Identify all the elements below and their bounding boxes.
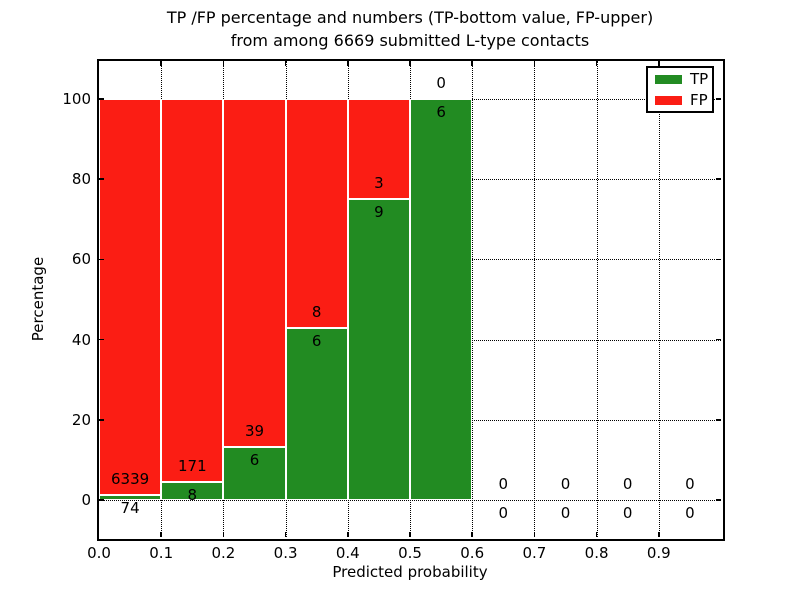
x-tick-mark — [347, 532, 349, 537]
x-tick-label: 0.0 — [87, 544, 111, 562]
tp-count-label: 0 — [622, 504, 633, 522]
x-tick-mark — [471, 532, 473, 537]
tp-bar-segment — [99, 495, 162, 500]
tp-legend-label: TP — [690, 70, 709, 88]
tp-count-label: 0 — [498, 504, 509, 522]
fp-legend-label: FP — [690, 91, 708, 109]
fp-bar-segment — [285, 99, 348, 329]
tp-count-label: 0 — [560, 504, 571, 522]
x-tick-label: 0.6 — [460, 544, 485, 562]
fp-legend-swatch — [655, 95, 682, 105]
x-tick-mark — [471, 61, 473, 66]
fp-bar-segment — [99, 99, 162, 496]
legend-item-fp: FP — [655, 91, 708, 109]
x-axis-label: Predicted probability — [332, 563, 488, 581]
tp-bar-segment — [161, 482, 224, 500]
x-tick-mark — [533, 532, 536, 537]
tp-bar-segment — [347, 199, 410, 500]
x-tick-mark — [533, 61, 536, 66]
y-tick-mark — [99, 338, 104, 341]
tp-legend-swatch — [655, 74, 682, 84]
x-tick-label: 0.7 — [522, 544, 547, 562]
y-tick-mark — [99, 499, 104, 501]
y-tick-label: 40 — [71, 330, 91, 349]
tp-count-label: 8 — [187, 486, 198, 505]
y-axis-label: Percentage — [29, 256, 47, 342]
plot-area: 6339 74 171 8 39 6 8 6 3 9 0 6 0 0 0 0 0 0 0 0 — [99, 61, 721, 537]
fp-count-label: 0 — [685, 475, 695, 493]
x-tick-label: 0.9 — [646, 544, 671, 562]
x-tick-mark — [409, 61, 411, 66]
x-tick-mark — [222, 532, 225, 537]
y-tick-mark — [716, 98, 721, 100]
x-tick-mark — [658, 61, 660, 66]
tp-bar-segment — [285, 328, 348, 500]
fp-bar-segment — [161, 99, 224, 483]
chart-title: TP /FP percentage and numbers (TP-bottom… — [99, 6, 721, 52]
y-tick-mark — [716, 338, 721, 341]
tp-count-label: 74 — [120, 499, 140, 518]
x-tick-label: 0.8 — [584, 544, 609, 562]
x-tick-mark — [409, 532, 411, 537]
y-tick-mark — [99, 419, 104, 421]
x-tick-mark — [284, 532, 287, 537]
bar-layer — [99, 61, 721, 537]
fp-count-label: 39 — [244, 421, 265, 440]
fp-bar-segment — [347, 99, 410, 200]
tp-count-label: 9 — [374, 203, 384, 222]
y-tick-label: 20 — [71, 410, 91, 429]
tp-count-label: 0 — [685, 504, 695, 522]
y-tick-mark — [716, 419, 721, 421]
fp-bar-segment — [223, 99, 286, 447]
fp-count-label: 6339 — [111, 470, 150, 489]
gridline-x — [596, 61, 598, 537]
tp-bar-segment — [410, 99, 473, 500]
x-tick-mark — [347, 61, 349, 66]
x-tick-mark — [658, 532, 660, 537]
tp-count-label: 6 — [436, 103, 446, 121]
x-tick-label: 0.2 — [211, 544, 236, 562]
gridline-y — [99, 500, 721, 501]
legend-item-tp: TP — [655, 70, 709, 88]
gridline-x — [658, 61, 660, 537]
fp-count-label: 0 — [436, 74, 446, 92]
x-tick-mark — [595, 532, 598, 537]
chart-title-line2: from among 6669 submitted L-type contact… — [230, 31, 590, 50]
tp-count-label: 6 — [249, 450, 260, 469]
chart-title-line1: TP /FP percentage and numbers (TP-bottom… — [166, 8, 654, 27]
x-tick-mark — [284, 61, 287, 66]
y-tick-label: 0 — [81, 491, 91, 509]
x-tick-label: 0.3 — [273, 544, 298, 562]
tp-count-label: 6 — [311, 332, 322, 351]
fp-count-label: 0 — [560, 475, 571, 493]
fp-count-label: 0 — [622, 475, 633, 493]
y-tick-label: 80 — [71, 170, 91, 189]
x-tick-mark — [160, 61, 162, 66]
legend: TP FP — [646, 66, 714, 113]
x-tick-mark — [222, 61, 225, 66]
fp-count-label: 171 — [177, 457, 207, 476]
tickmark-layer — [99, 61, 721, 537]
value-label-layer: 6339 74 171 8 39 6 8 6 3 9 0 6 0 0 0 0 0 0 0 0 — [99, 61, 721, 537]
y-tick-mark — [99, 258, 104, 261]
x-tick-label: 0.5 — [398, 544, 422, 562]
x-tick-label: 0.1 — [149, 544, 174, 562]
x-tick-label: 0.4 — [335, 544, 360, 562]
y-tick-label: 100 — [62, 90, 91, 108]
x-tick-mark — [160, 532, 162, 537]
y-tick-label: 60 — [71, 250, 91, 269]
y-tick-mark — [716, 258, 721, 261]
fp-count-label: 0 — [498, 475, 509, 493]
fp-count-label: 8 — [311, 303, 322, 322]
gridline-x — [472, 61, 474, 537]
y-tick-mark — [716, 178, 721, 180]
fp-count-label: 3 — [374, 174, 384, 193]
y-tick-mark — [99, 178, 104, 180]
tp-bar-segment — [223, 446, 286, 500]
y-tick-mark — [716, 499, 721, 501]
x-tick-mark — [595, 61, 598, 66]
gridline-x — [534, 61, 536, 537]
y-tick-mark — [99, 98, 104, 100]
